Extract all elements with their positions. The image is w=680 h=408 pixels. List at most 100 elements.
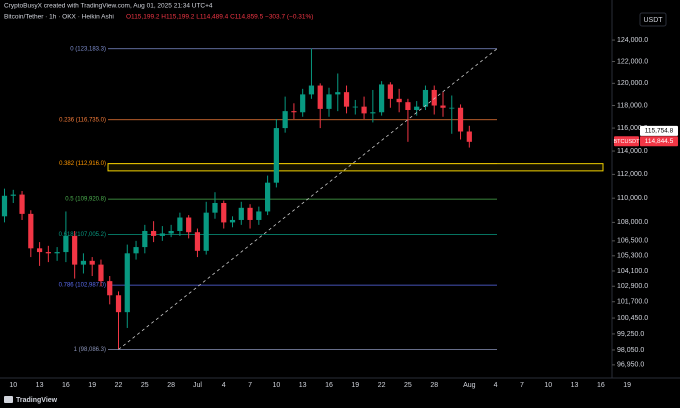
fib-label: 0.618 (107,005.2) [59,232,106,238]
currency: USDT [643,17,663,24]
y-tick-label: 99,250.0 [617,331,644,338]
candle-body [414,106,420,111]
x-tick-label: 13 [299,382,307,389]
candle-body [405,102,411,111]
candle-body [449,107,455,109]
candle-body [265,182,271,212]
candle-body [124,253,130,313]
candle-body [159,233,165,236]
candle-body [194,232,201,251]
y-tick-label: 96,950.0 [617,362,644,369]
candle-body [317,85,323,109]
symbol-title: Bitcoin/Tether · 1h · OKX · Heikin Ashi [4,14,114,21]
candle-body [335,92,341,95]
y-tick-label: 122,000.0 [617,58,648,65]
candle-body [89,260,95,265]
x-tick-label: 16 [597,382,605,389]
candle-body [63,235,69,253]
x-tick-label: 19 [88,382,96,389]
candle-body [352,106,358,108]
candle-body [133,247,139,254]
x-tick-label: 10 [544,382,552,389]
price-label: 114,844.5 [645,138,674,145]
candle-body [343,92,350,107]
price-label: 115,754.8 [645,128,674,135]
candle-body [326,94,332,109]
price-label-box [640,136,678,147]
x-tick-label: 25 [141,382,149,389]
candle-body [1,195,8,217]
candle-body [457,107,464,132]
candle-body [291,111,297,113]
candle-body [115,295,122,313]
candle-body [238,207,244,220]
y-tick-label: 118,000.0 [617,102,648,109]
currency-box [639,12,667,27]
x-tick-label: 16 [62,382,70,389]
y-tick-label: 101,700.0 [617,299,648,306]
candle-body [36,248,43,253]
candle-body [98,264,104,282]
x-tick-label: 4 [494,382,498,389]
candle-body [300,94,306,113]
x-tick-label: 16 [325,382,333,389]
candle-body [273,128,279,183]
x-tick-label: 25 [404,382,412,389]
candle-body [370,112,376,114]
y-tick-label: 100,450.0 [617,315,648,322]
y-tick-label: 102,900.0 [617,283,648,290]
candle-body [221,202,227,223]
brand-icon [4,396,13,403]
candle-body [308,85,315,95]
symbol-label-box [614,136,639,147]
y-tick-label: 124,000.0 [617,37,648,44]
x-tick-label: 10 [272,382,280,389]
candle-body [440,105,446,108]
x-tick-label: 22 [115,382,123,389]
x-tick-label: 19 [351,382,359,389]
x-tick-label: 4 [222,382,226,389]
candle-body [177,217,183,231]
candle-body [54,252,60,254]
candle-body [28,213,34,249]
y-tick-label: 108,000.0 [617,219,648,226]
candle-body [45,252,51,254]
y-tick-label: 116,000.0 [617,125,648,132]
x-tick-label: 7 [520,382,524,389]
x-tick-label: Jul [193,382,202,389]
y-tick-label: 114,000.0 [617,148,648,155]
header: CryptoBusyX created with TradingView.com… [4,3,213,10]
candle-body [256,211,262,220]
candle-body [10,194,16,196]
ohlc-readout: O115,199.2 H115,199.2 L114,489.4 C114,85… [126,14,313,21]
candle-body [212,202,218,213]
fib-label: 0.5 (109,920.8) [65,197,106,203]
candle-body [203,212,209,251]
y-tick-label: 104,100.0 [617,268,648,275]
candle-body [422,89,429,107]
fib-label: 0 (123,183.3) [70,46,106,52]
candle-body [247,207,253,220]
candle-body [80,260,87,265]
candle-body [168,230,174,234]
price-label-box [640,125,678,136]
brand-logo [4,396,13,403]
x-tick-label: Aug [463,382,476,389]
candle-body [150,230,157,236]
candle-body [361,106,367,114]
x-tick-label: 28 [430,382,438,389]
fib-label: 1 (98,086.3) [74,347,106,353]
brand: TradingView [16,397,58,404]
candle-body [72,235,78,265]
support-zone [107,163,604,172]
fib-label: 0.786 (102,987.0) [59,283,106,289]
x-tick-label: 28 [167,382,175,389]
y-tick-label: 120,000.0 [617,80,648,87]
candle-body [282,111,288,129]
trend-line [118,48,498,350]
candle-body [19,194,25,214]
x-tick-label: 22 [378,382,386,389]
fib-label: 0.236 (116,735.0) [59,117,106,123]
